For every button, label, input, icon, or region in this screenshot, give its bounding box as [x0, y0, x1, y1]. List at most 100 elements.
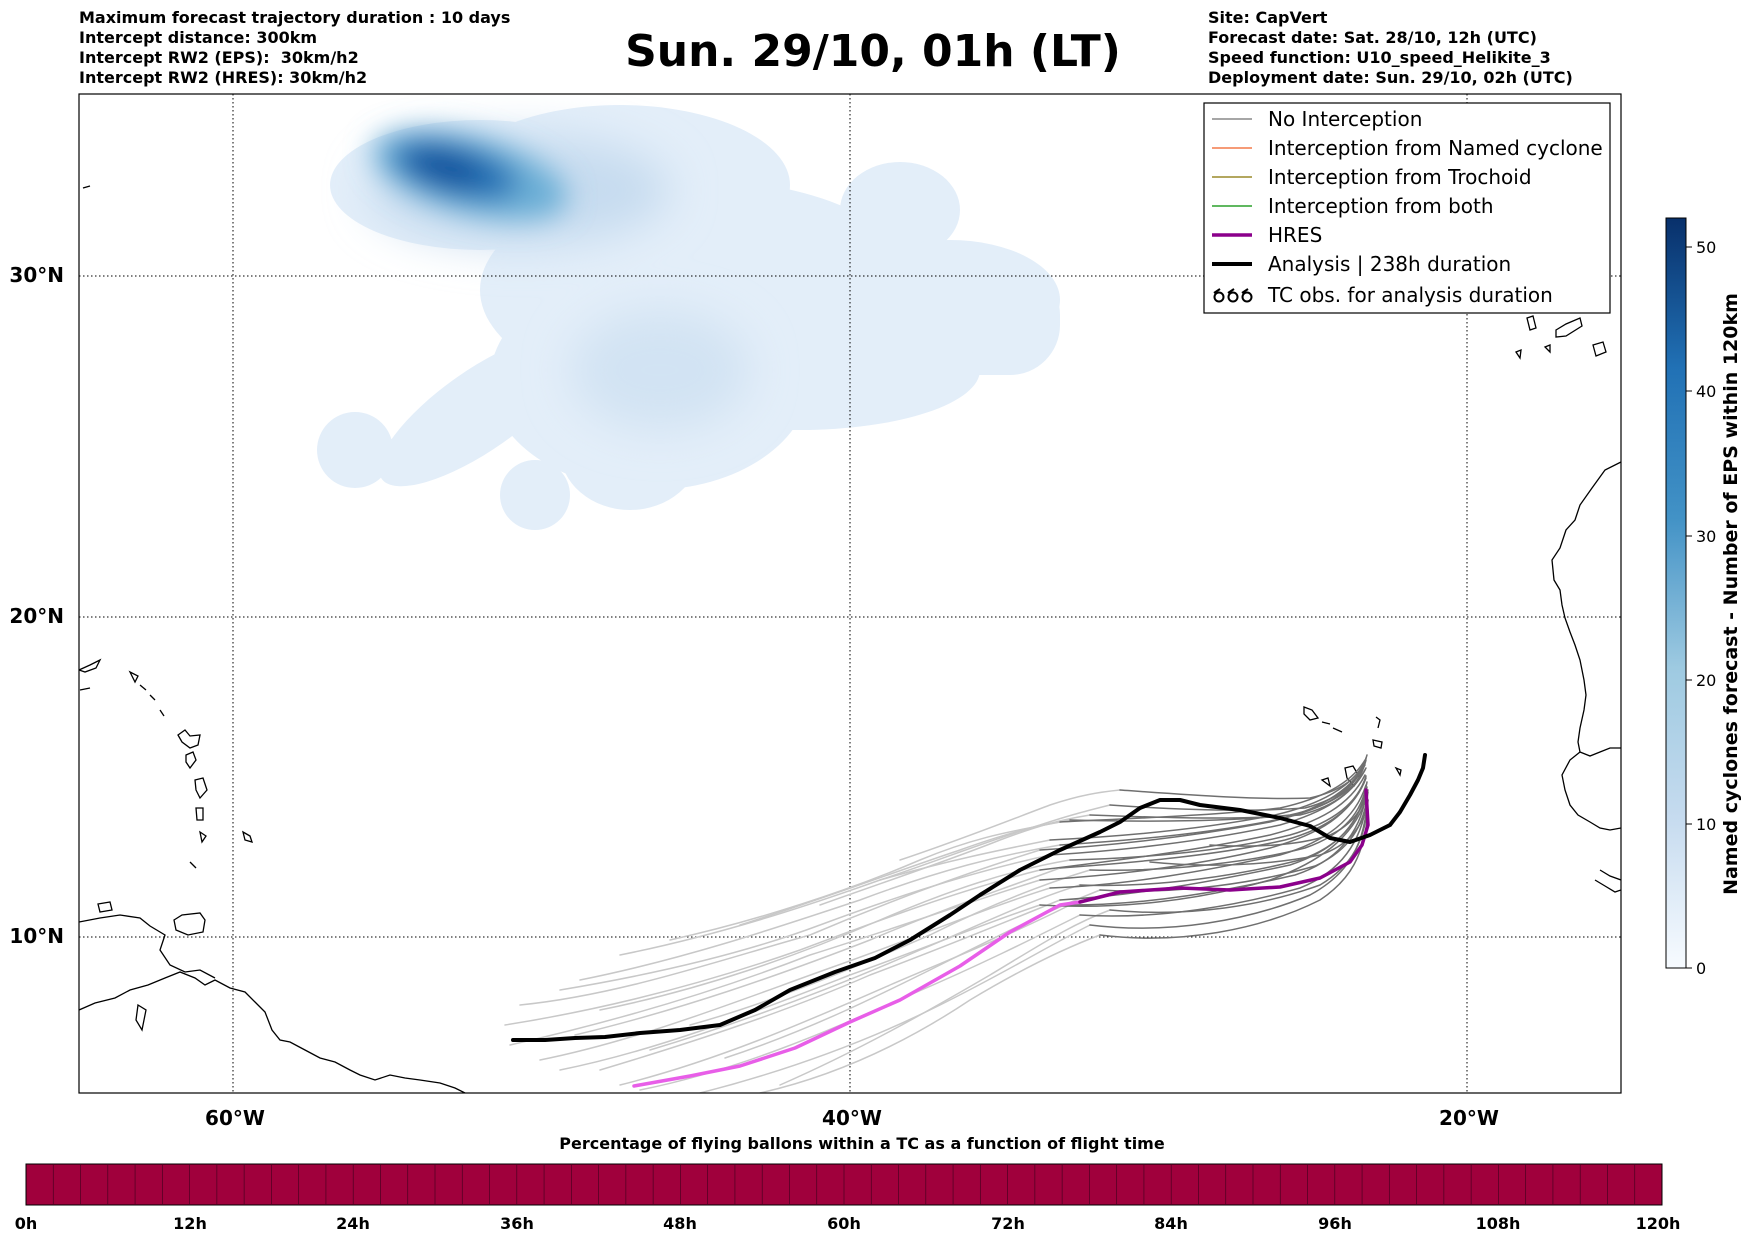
island-dominica: [185, 751, 197, 770]
map-frame: [78, 93, 1622, 1094]
cb-tick-40: 40: [1696, 382, 1716, 401]
island-la-gomera: [1543, 344, 1551, 354]
bottom-tick-84h: 84h: [1154, 1214, 1188, 1233]
legend-label: Analysis | 238h duration: [1268, 252, 1511, 276]
page-title-text: Sun. 29/10, 01h (LT): [625, 26, 1121, 77]
island-grenadines: [189, 861, 197, 869]
island: [149, 694, 156, 701]
header-line: Site: CapVert: [1208, 8, 1328, 27]
legend-label: HRES: [1268, 223, 1322, 247]
island-maio: [1394, 766, 1402, 777]
legend-entry-hres: HRES: [1212, 223, 1322, 247]
island-santo-antao: [1303, 706, 1320, 721]
bottom-colorbar-ticks: [52, 1164, 1636, 1205]
island-barbados: [241, 830, 254, 843]
header-right-info: Site: CapVert Forecast date: Sat. 28/10, …: [1208, 8, 1573, 88]
colorbar-tick-labels: 0 10 20 30 40 50: [1696, 238, 1716, 978]
legend: No Interception Interception from Named …: [1203, 102, 1611, 314]
cb-tick-20: 20: [1696, 671, 1716, 690]
island: [128, 670, 139, 684]
header-left-info: Maximum forecast trajectory duration : 1…: [79, 8, 510, 88]
bottom-colorbar-label: Percentage of flying ballons within a TC…: [559, 1134, 1165, 1153]
lat-label-30n: 30°N: [9, 263, 64, 287]
legend-label: Interception from Named cyclone: [1268, 136, 1603, 160]
island: [135, 1003, 147, 1032]
analysis-track: [511, 753, 1427, 1042]
island-guadeloupe: [177, 729, 201, 749]
island-martinique: [194, 777, 208, 800]
header-line: Speed function: U10_speed_Helikite_3: [1208, 48, 1551, 67]
island-santa-luzia: [1332, 727, 1343, 733]
island-tenerife: [1555, 317, 1583, 338]
island-sal: [1375, 716, 1381, 729]
lat-label-10n: 10°N: [9, 924, 64, 948]
legend-entry-trochoid: Interception from Trochoid: [1212, 165, 1532, 189]
lon-label-20w: 20°W: [1439, 1106, 1499, 1130]
bottom-tick-108h: 108h: [1476, 1214, 1521, 1233]
legend-entry-analysis: Analysis | 238h duration: [1212, 252, 1511, 276]
bottom-tick-60h: 60h: [827, 1214, 861, 1233]
flight-time-colorbar: Percentage of flying ballons within a TC…: [15, 1134, 1681, 1233]
legend-entry-tc-obs: TC obs. for analysis duration: [1213, 283, 1553, 307]
ensemble-trajectories: [504, 754, 1369, 1093]
island-st-lucia: [195, 807, 204, 821]
bottom-colorbar-tick-labels: 0h 12h 24h 36h 48h 60h 72h 84h 96h 108h …: [15, 1214, 1681, 1233]
island-trinidad: [173, 912, 206, 936]
bottom-tick-12h: 12h: [173, 1214, 207, 1233]
map-content: [79, 94, 1621, 1093]
island-st-vincent: [199, 830, 207, 844]
hres-track-early: [632, 900, 1082, 1088]
legend-box: [1203, 102, 1611, 314]
island-fogo: [1320, 777, 1332, 788]
coast-south-america: [79, 971, 466, 1093]
density-core: [372, 130, 568, 220]
longitude-labels: 60°W 40°W 20°W: [205, 1106, 1499, 1130]
header-line: Intercept RW2 (HRES): 30km/h2: [79, 68, 368, 87]
header-line: Deployment date: Sun. 29/10, 02h (UTC): [1208, 68, 1573, 87]
bottom-tick-36h: 36h: [500, 1214, 534, 1233]
coast-senegal-guinea: [1561, 751, 1621, 831]
lon-label-60w: 60°W: [205, 1106, 265, 1130]
header-line: Maximum forecast trajectory duration : 1…: [79, 8, 511, 27]
bottom-tick-72h: 72h: [991, 1214, 1025, 1233]
page-title: Sun. 29/10, 01h (LT): [0, 24, 1752, 80]
island: [159, 709, 165, 717]
legend-label: No Interception: [1268, 107, 1422, 131]
bottom-tick-0h: 0h: [15, 1214, 38, 1233]
bottom-tick-96h: 96h: [1318, 1214, 1352, 1233]
island-la-palma: [1526, 315, 1537, 331]
bottom-tick-120h: 120h: [1636, 1214, 1681, 1233]
island: [79, 687, 91, 691]
legend-entry-named-cyclone: Interception from Named cyclone: [1212, 136, 1603, 160]
cb-tick-50: 50: [1696, 238, 1716, 257]
latitude-labels: 30°N 20°N 10°N: [9, 263, 64, 948]
legend-entry-no-interception: No Interception: [1212, 107, 1422, 131]
legend-entry-both: Interception from both: [1212, 194, 1494, 218]
colorbar-ticks: [1686, 246, 1692, 969]
colorbar-label: Named cyclones forecast - Number of EPS …: [1720, 293, 1742, 895]
island-el-hierro: [1515, 348, 1522, 360]
cb-tick-30: 30: [1696, 527, 1716, 546]
colorbar-gradient: [1665, 217, 1687, 969]
island-sao-vicente: [1321, 721, 1331, 725]
island-boa-vista: [1372, 739, 1383, 749]
coast-sierra-leone: [1599, 869, 1621, 881]
bottom-tick-48h: 48h: [663, 1214, 697, 1233]
island: [79, 658, 102, 673]
island-gran-canaria: [1592, 341, 1607, 357]
header-line: Intercept RW2 (EPS): 30km/h2: [79, 48, 359, 67]
coast-bijagos: [1594, 879, 1621, 893]
lon-label-40w: 40°W: [822, 1106, 882, 1130]
bottom-tick-24h: 24h: [336, 1214, 370, 1233]
legend-label: TC obs. for analysis duration: [1267, 283, 1553, 307]
legend-label: Interception from both: [1268, 194, 1494, 218]
cb-tick-0: 0: [1696, 959, 1706, 978]
legend-label: Interception from Trochoid: [1268, 165, 1532, 189]
cyclone-density-field: [317, 105, 1060, 530]
cyclone-symbol-icon: [1213, 288, 1253, 303]
cb-tick-10: 10: [1696, 815, 1716, 834]
lat-label-20n: 20°N: [9, 604, 64, 628]
header-line: Forecast date: Sat. 28/10, 12h (UTC): [1208, 28, 1537, 47]
header-line: Intercept distance: 300km: [79, 28, 318, 47]
